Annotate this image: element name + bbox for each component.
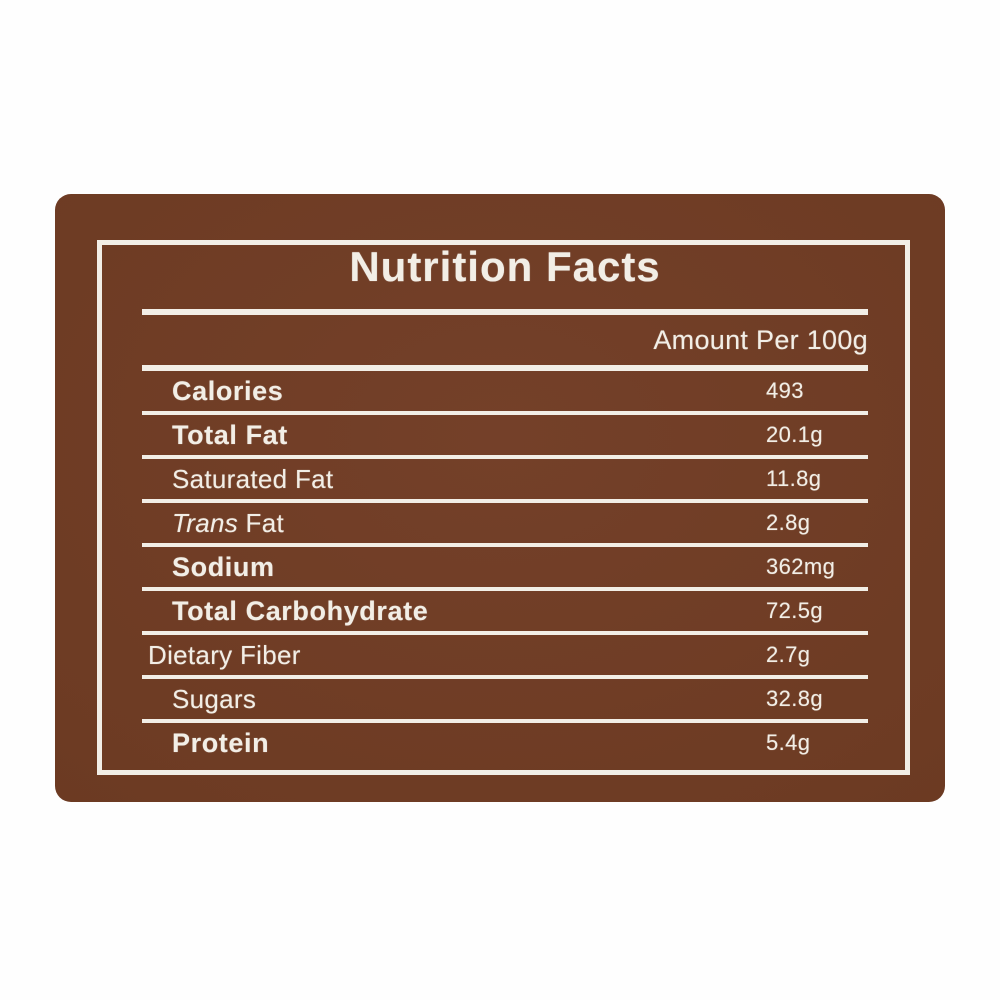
nutrition-row-calories: Calories 493 <box>142 371 868 415</box>
nutrient-value: 32.8g <box>766 686 824 711</box>
nutrient-value: 72.5g <box>766 598 824 623</box>
nutrient-value: 5.4g <box>766 730 811 755</box>
nutrient-label-italic: Trans <box>172 507 239 538</box>
amount-per-text: Amount Per 100g <box>653 324 868 355</box>
nutrient-label: Saturated Fat <box>172 463 334 494</box>
nutrient-label: Total Fat <box>172 419 288 450</box>
nutrition-row-dietary-fiber: Dietary Fiber 2.7g <box>142 635 868 679</box>
label-content-column: Amount Per 100g Calories 493 Total Fat 2… <box>142 309 868 763</box>
nutrient-value: 362mg <box>766 554 836 579</box>
nutrient-label-rest: Fat <box>238 507 285 538</box>
nutrient-label: Calories <box>172 375 284 406</box>
nutrition-label-panel: Nutrition Facts Amount Per 100g Calories… <box>55 194 945 802</box>
title-rule <box>142 309 868 315</box>
nutrition-row-trans-fat: Trans Fat 2.8g <box>142 503 868 547</box>
nutrient-value: 2.7g <box>766 642 811 667</box>
nutrition-row-protein: Protein 5.4g <box>142 723 868 763</box>
nutrient-value: 11.8g <box>766 466 822 491</box>
nutrient-value: 493 <box>766 378 804 403</box>
nutrition-table: Calories 493 Total Fat 20.1g Saturated F… <box>142 371 868 763</box>
nutrition-row-total-fat: Total Fat 20.1g <box>142 415 868 459</box>
label-title: Nutrition Facts <box>349 243 661 290</box>
nutrient-value: 20.1g <box>766 422 824 447</box>
nutrient-label: Trans Fat <box>142 508 284 539</box>
nutrient-label: Protein <box>172 727 270 758</box>
label-border-frame <box>97 240 910 775</box>
nutrient-label: Sodium <box>172 551 275 582</box>
nutrition-row-total-carbohydrate: Total Carbohydrate 72.5g <box>142 591 868 635</box>
nutrient-label: Sugars <box>172 683 257 714</box>
nutrient-label: Total Carbohydrate <box>172 595 429 626</box>
amount-per-header: Amount Per 100g <box>142 315 868 365</box>
nutrient-value: 2.8g <box>766 510 811 535</box>
nutrient-label: Dietary Fiber <box>148 639 301 670</box>
nutrition-row-sodium: Sodium 362mg <box>142 547 868 591</box>
nutrition-row-saturated-fat: Saturated Fat 11.8g <box>142 459 868 503</box>
nutrition-row-sugars: Sugars 32.8g <box>142 679 868 723</box>
header-rule <box>142 365 868 371</box>
